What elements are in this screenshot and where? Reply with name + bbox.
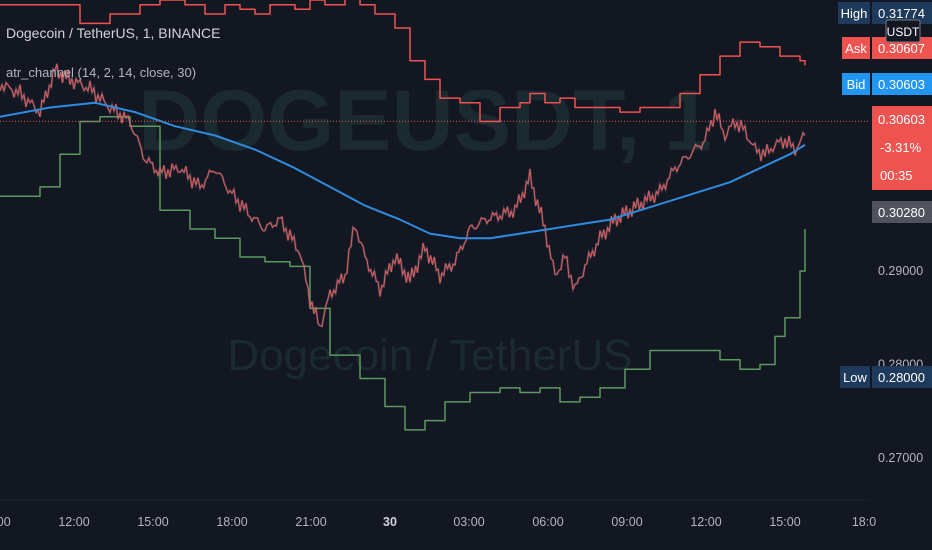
- x-tick-label: 15:00: [769, 515, 800, 529]
- bid-tag: Bid 0.30603: [842, 73, 932, 95]
- y-tick-label: 0.27000: [878, 451, 923, 465]
- upper-series-line[interactable]: [0, 0, 806, 123]
- bid-label: Bid: [847, 77, 866, 92]
- x-tick-label: 21:00: [295, 515, 326, 529]
- middle-series-line[interactable]: [0, 101, 806, 240]
- high-label: High: [841, 6, 868, 21]
- low-tag: Low 0.28000: [840, 366, 932, 388]
- x-tick-label: 06:00: [532, 515, 563, 529]
- x-tick-label: 09:00: [0, 515, 11, 529]
- y-tick-label: 0.29000: [878, 264, 923, 278]
- watermark-symbol: DOGEUSDT, 1: [138, 73, 711, 169]
- x-tick-label: 30: [383, 515, 397, 529]
- lower-series-line[interactable]: [0, 116, 806, 431]
- x-tick-label: 18:0: [852, 515, 876, 529]
- last-price-value: 0.30603: [878, 112, 925, 127]
- change-value: -3.31%: [880, 140, 922, 155]
- crosshair-value: 0.30280: [878, 205, 925, 220]
- crosshair-tag: 0.30280: [872, 201, 932, 223]
- indicator-legend[interactable]: atr_channel (14, 2, 14, close, 30): [6, 65, 196, 80]
- x-tick-label: 03:00: [453, 515, 484, 529]
- bid-value: 0.30603: [878, 77, 925, 92]
- ask-value: 0.30607: [878, 41, 925, 56]
- time-axis[interactable]: 09:00 12:00 15:00 18:00 21:00 30 03:00 06:00 09:…: [0, 515, 876, 529]
- high-value: 0.31774: [878, 6, 925, 21]
- x-tick-label: 18:00: [216, 515, 247, 529]
- x-tick-label: 12:00: [690, 515, 721, 529]
- x-tick-label: 12:00: [58, 515, 89, 529]
- symbol-legend[interactable]: Dogecoin / TetherUS, 1, BINANCE: [6, 25, 221, 41]
- price-series-line[interactable]: [0, 63, 806, 327]
- low-label: Low: [843, 370, 867, 385]
- plot-area[interactable]: [0, 0, 806, 431]
- x-tick-label: 15:00: [137, 515, 168, 529]
- last-price-tag: 0.30603 -3.31% 00:35: [872, 106, 932, 190]
- currency-tag[interactable]: USDT: [885, 19, 921, 43]
- ask-tag: Ask 0.30607: [842, 37, 932, 59]
- watermark-name: Dogecoin / TetherUS: [227, 331, 632, 380]
- countdown-value: 00:35: [880, 168, 913, 183]
- ask-label: Ask: [845, 41, 867, 56]
- low-value: 0.28000: [878, 370, 925, 385]
- x-tick-label: 09:00: [611, 515, 642, 529]
- high-tag: High 0.31774: [838, 2, 932, 24]
- currency-label[interactable]: USDT: [887, 25, 920, 39]
